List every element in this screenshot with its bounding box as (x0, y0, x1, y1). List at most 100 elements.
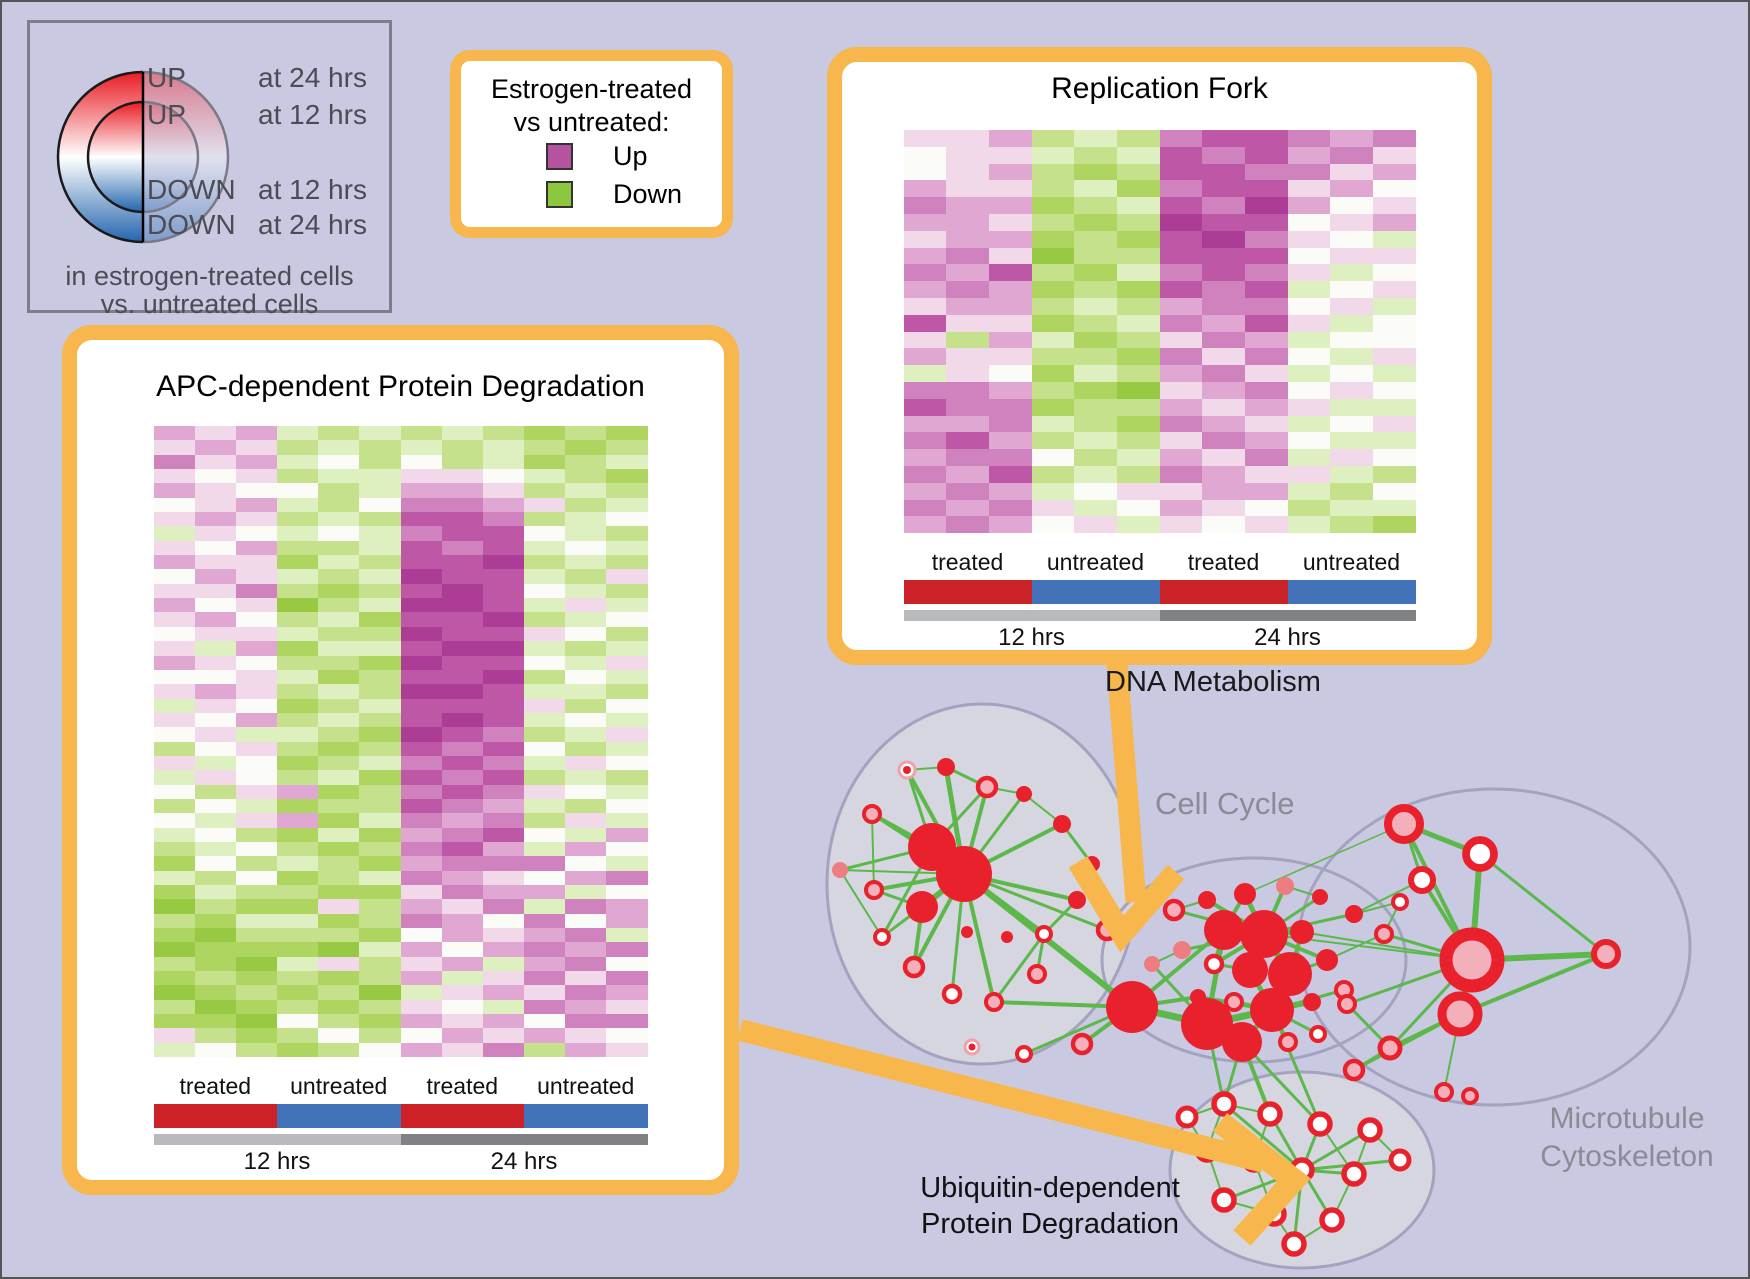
heatmap-row (903, 432, 1416, 450)
heatmap-cell (194, 741, 236, 756)
heatmap-cell (606, 856, 648, 871)
heatmap-cell (194, 985, 236, 1000)
heatmap-row (153, 555, 648, 570)
network-node-ring-white (1407, 865, 1437, 895)
heatmap-cell (606, 512, 648, 527)
heatmap-cell (441, 512, 483, 527)
heatmap-cell (1159, 264, 1203, 282)
ring-time-12b: at 12 hrs (258, 174, 367, 205)
heatmap-cell (606, 885, 648, 900)
heatmap-row (153, 856, 648, 871)
apc-group-labels: treated untreated treated untreated (154, 1073, 648, 1100)
time-bar-segment (153, 1134, 401, 1145)
heatmap-cell (153, 454, 195, 470)
heatmap-cell (903, 264, 947, 282)
heatmap-cell (606, 583, 648, 599)
network-node-ring-pink (902, 955, 926, 979)
heatmap-cell (1159, 197, 1203, 214)
heatmap-cell (482, 1042, 525, 1058)
heatmap-cell (1116, 197, 1160, 214)
heatmap-row (153, 583, 648, 599)
heatmap-cell (524, 813, 566, 828)
heatmap-cell (318, 928, 360, 943)
heatmap-cell (482, 440, 525, 455)
heatmap-cell (318, 813, 360, 828)
heatmap-cell (524, 569, 566, 584)
heatmap-cell (565, 928, 607, 943)
heatmap-cell (1031, 247, 1075, 265)
heatmap-cell (1074, 297, 1117, 315)
heatmap-cell (441, 971, 483, 986)
heatmap-cell (1244, 348, 1288, 366)
heatmap-cell (1330, 381, 1373, 399)
heatmap-cell (318, 712, 360, 728)
heatmap-cell (903, 348, 947, 366)
heatmap-cell (1330, 432, 1373, 450)
heatmap-cell (524, 612, 566, 627)
heatmap-cell (153, 971, 195, 986)
heatmap-cell (359, 1028, 401, 1043)
ring-label-up-24: UP (147, 62, 186, 93)
heatmap-cell (524, 426, 566, 441)
heatmap-cell (400, 999, 442, 1015)
heatmap-cell (988, 482, 1032, 500)
heatmap-cell (277, 526, 319, 541)
heatmap-cell (359, 841, 401, 857)
heatmap-cell (1159, 331, 1203, 349)
heatmap-cell (606, 669, 648, 685)
heatmap-cell (1330, 516, 1373, 534)
heatmap-cell (318, 899, 360, 914)
heatmap-cell (153, 684, 195, 699)
heatmap-cell (606, 999, 648, 1015)
heatmap-cell (1074, 516, 1117, 534)
heatmap-cell (359, 827, 401, 842)
heatmap-cell (359, 784, 401, 799)
heatmap-cell (400, 741, 442, 756)
rf-panel-title: Replication Fork (1051, 72, 1268, 105)
heatmap-cell (1244, 381, 1288, 399)
heatmap-cell (1074, 331, 1117, 349)
heatmap-cell (235, 813, 278, 828)
heatmap-cell (1074, 247, 1117, 265)
heatmap-cell (1202, 516, 1245, 534)
heatmap-cell (1202, 197, 1245, 214)
heatmap-cell (1116, 398, 1160, 416)
heatmap-cell (359, 641, 401, 656)
heatmap-cell (1372, 130, 1416, 147)
heatmap-cell (359, 985, 401, 1000)
heatmap-cell (359, 856, 401, 871)
heatmap-cell (1116, 281, 1160, 298)
heatmap-cell (235, 727, 278, 742)
heatmap-cell (1372, 247, 1416, 265)
heatmap-cell (1074, 449, 1117, 466)
network-node-ring-white (1307, 1111, 1333, 1137)
heatmap-cell (235, 913, 278, 929)
heatmap-cell (318, 727, 360, 742)
heatmap-cell (482, 526, 525, 541)
heatmap-cell (1031, 197, 1075, 214)
heatmap-cell (565, 798, 607, 814)
heatmap-cell (277, 971, 319, 986)
heatmap-cell (1372, 465, 1416, 483)
heatmap-cell (194, 928, 236, 943)
cluster-label-dna-metabolism: DNA Metabolism (1105, 664, 1321, 700)
heatmap-cell (277, 942, 319, 957)
heatmap-cell (1202, 381, 1245, 399)
heatmap-cell (482, 669, 525, 685)
heatmap-cell (1372, 365, 1416, 382)
heatmap-row (153, 827, 648, 842)
heatmap-cell (1116, 365, 1160, 382)
heatmap-cell (277, 669, 319, 685)
network-node-ring-white (1035, 925, 1053, 943)
heatmap-cell (565, 612, 607, 627)
network-node-red (1204, 910, 1244, 950)
heatmap-cell (194, 813, 236, 828)
heatmap-cell (400, 483, 442, 498)
heatmap-cell (1031, 281, 1075, 298)
heatmap-cell (903, 213, 947, 231)
heatmap-cell (359, 913, 401, 929)
network-node-red (906, 891, 938, 923)
heatmap-cell (1330, 415, 1373, 433)
network-node-red (1234, 883, 1256, 905)
heatmap-cell (318, 770, 360, 785)
